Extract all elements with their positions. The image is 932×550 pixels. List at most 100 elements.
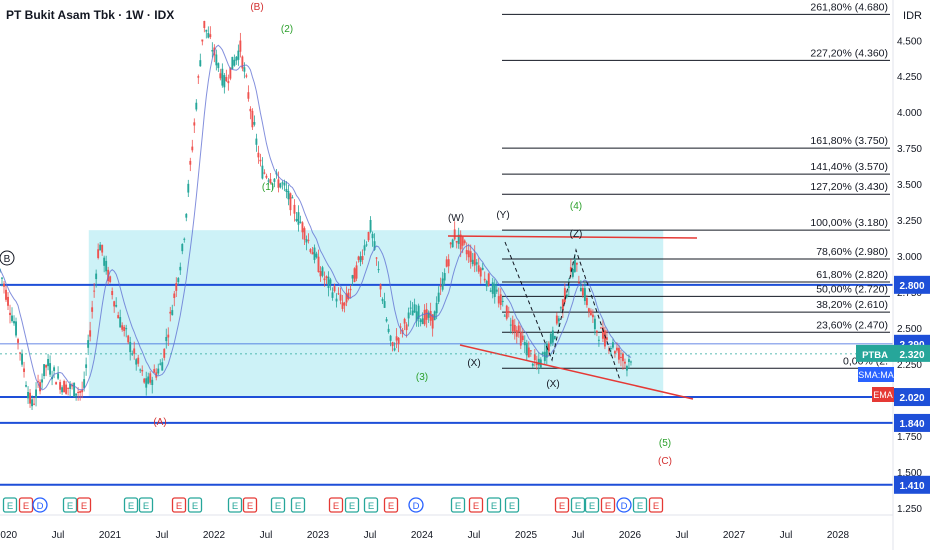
- candle-body: [411, 310, 414, 316]
- wave-label: (Z): [570, 229, 583, 240]
- candle-body: [483, 278, 486, 281]
- candle-body: [145, 378, 148, 388]
- candle-body: [521, 335, 524, 341]
- candle-body: [535, 363, 538, 366]
- candle-body: [441, 278, 444, 290]
- event-marker-label: E: [7, 501, 13, 512]
- candle-body: [59, 382, 62, 390]
- earnings-marker[interactable]: [2, 497, 18, 513]
- y-tick-label: 3.000: [897, 252, 922, 263]
- candle-body: [335, 298, 338, 302]
- candle-body: [467, 250, 470, 258]
- candle-body: [101, 244, 104, 253]
- earnings-marker[interactable]: [554, 497, 570, 513]
- event-marker-label: E: [455, 501, 461, 512]
- earnings-marker[interactable]: [76, 497, 92, 513]
- earnings-marker[interactable]: [123, 497, 139, 513]
- candle-body: [459, 234, 462, 250]
- earnings-marker[interactable]: [328, 497, 344, 513]
- candle-body: [609, 348, 612, 350]
- current-price-badge: [894, 344, 930, 362]
- x-tick-label: 2023: [307, 530, 330, 541]
- candle-body: [21, 353, 23, 365]
- candle-body: [109, 276, 112, 282]
- earnings-marker[interactable]: [468, 497, 484, 513]
- sma-line: [0, 44, 632, 391]
- earnings-marker[interactable]: [632, 497, 648, 513]
- event-marker-label: E: [589, 501, 595, 512]
- candle-body: [443, 272, 446, 281]
- candle-body: [533, 354, 536, 361]
- candle-body: [391, 342, 394, 347]
- x-tick-label: Jul: [572, 530, 585, 541]
- candle-body: [263, 172, 266, 174]
- earnings-marker[interactable]: [270, 497, 286, 513]
- dividend-marker[interactable]: [408, 497, 424, 513]
- earnings-marker[interactable]: [450, 497, 466, 513]
- candle-body: [611, 342, 614, 348]
- candle-body: [587, 308, 590, 312]
- candle-body: [365, 244, 368, 246]
- candle-body: [55, 382, 58, 385]
- candle-body: [135, 359, 138, 365]
- candle-body: [257, 152, 260, 158]
- candle-body: [129, 341, 132, 353]
- candle-body: [489, 290, 492, 292]
- earnings-marker[interactable]: [584, 497, 600, 513]
- fib-level-label: 50,00% (2.720): [816, 283, 888, 295]
- candle-body: [509, 324, 512, 326]
- candle-body: [455, 241, 458, 243]
- dividend-marker[interactable]: [616, 497, 632, 513]
- earnings-marker[interactable]: [504, 497, 520, 513]
- earnings-marker[interactable]: [171, 497, 187, 513]
- earnings-marker[interactable]: [62, 497, 78, 513]
- candle-body: [245, 75, 248, 77]
- candle-body: [261, 165, 264, 179]
- candle-body: [377, 269, 380, 271]
- candle-body: [169, 311, 172, 314]
- candle-body: [375, 257, 378, 259]
- earnings-marker[interactable]: [227, 497, 243, 513]
- candle-body: [175, 283, 178, 291]
- earnings-marker[interactable]: [138, 497, 154, 513]
- candle-body: [439, 285, 442, 287]
- candle-body: [61, 387, 64, 393]
- earnings-marker[interactable]: [290, 497, 306, 513]
- candle-body: [561, 299, 564, 311]
- candle-body: [605, 337, 608, 340]
- price-level-label: 1.410: [899, 481, 924, 492]
- earnings-marker[interactable]: [363, 497, 379, 513]
- candle-body: [595, 330, 598, 333]
- wave-label: (4): [570, 201, 582, 212]
- earnings-marker[interactable]: [383, 497, 399, 513]
- candle-body: [351, 275, 354, 279]
- event-marker-label: E: [605, 501, 611, 512]
- earnings-marker[interactable]: [570, 497, 586, 513]
- earnings-marker[interactable]: [187, 497, 203, 513]
- candle-body: [371, 233, 374, 239]
- event-marker-label: E: [23, 501, 29, 512]
- candle-body: [427, 312, 430, 318]
- event-marker-label: E: [275, 501, 281, 512]
- earnings-marker[interactable]: [600, 497, 616, 513]
- candle-body: [445, 259, 448, 267]
- candle-body: [475, 262, 478, 265]
- earnings-marker[interactable]: [648, 497, 664, 513]
- candle-body: [259, 159, 262, 162]
- candle-body: [343, 302, 346, 306]
- earnings-marker[interactable]: [486, 497, 502, 513]
- earnings-marker[interactable]: [242, 497, 258, 513]
- candle-body: [367, 231, 370, 241]
- dividend-marker[interactable]: [32, 497, 48, 513]
- candle-body: [619, 356, 622, 358]
- candle-body: [317, 256, 320, 273]
- candle-body: [163, 348, 166, 358]
- candle-body: [207, 32, 210, 38]
- candle-body: [573, 259, 576, 272]
- earnings-marker[interactable]: [344, 497, 360, 513]
- candle-body: [369, 219, 372, 232]
- candle-body: [181, 243, 184, 252]
- candle-body: [329, 279, 332, 284]
